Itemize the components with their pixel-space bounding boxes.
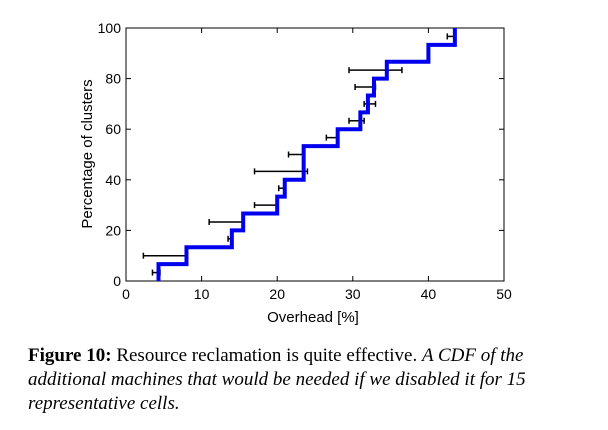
y-tick-label: 40 bbox=[105, 172, 121, 188]
x-axis-label: Overhead [%] bbox=[267, 309, 359, 326]
plot-frame bbox=[125, 27, 505, 282]
y-tick-label: 0 bbox=[113, 273, 121, 289]
error-bar bbox=[208, 218, 244, 225]
y-tick-label: 20 bbox=[105, 222, 121, 238]
x-tick-label: 30 bbox=[345, 286, 361, 302]
x-tick-label: 20 bbox=[269, 286, 285, 302]
chart-svg: 0 10 20 30 40 50 0 20 40 60 80 100 Overhead [%] Per… bbox=[79, 20, 512, 326]
x-tick-label: 50 bbox=[496, 286, 512, 302]
y-tick-label: 100 bbox=[98, 20, 122, 36]
cdf-step-line bbox=[156, 28, 457, 281]
error-bar bbox=[142, 252, 188, 259]
figure-caption: Figure 10: Resource reclamation is quite… bbox=[28, 344, 588, 416]
y-axis-label: Percentage of clusters bbox=[79, 79, 96, 228]
error-bar bbox=[253, 202, 278, 209]
x-tick-label: 0 bbox=[122, 286, 130, 302]
error-bar bbox=[348, 67, 403, 74]
error-bar bbox=[287, 151, 305, 158]
caption-description: A CDF of the additional machines that wo… bbox=[28, 345, 526, 414]
x-tick-label: 10 bbox=[194, 286, 210, 302]
caption-main: Resource reclamation is quite effective. bbox=[116, 345, 418, 366]
chart-figure: 0 10 20 30 40 50 0 20 40 60 80 100 Overhead [%] Per… bbox=[79, 20, 512, 326]
y-tick-label: 80 bbox=[105, 71, 121, 87]
y-tick-label: 60 bbox=[105, 121, 121, 137]
error-bar bbox=[253, 168, 309, 175]
caption-label: Figure 10: bbox=[28, 345, 112, 366]
x-tick-label: 40 bbox=[421, 286, 437, 302]
